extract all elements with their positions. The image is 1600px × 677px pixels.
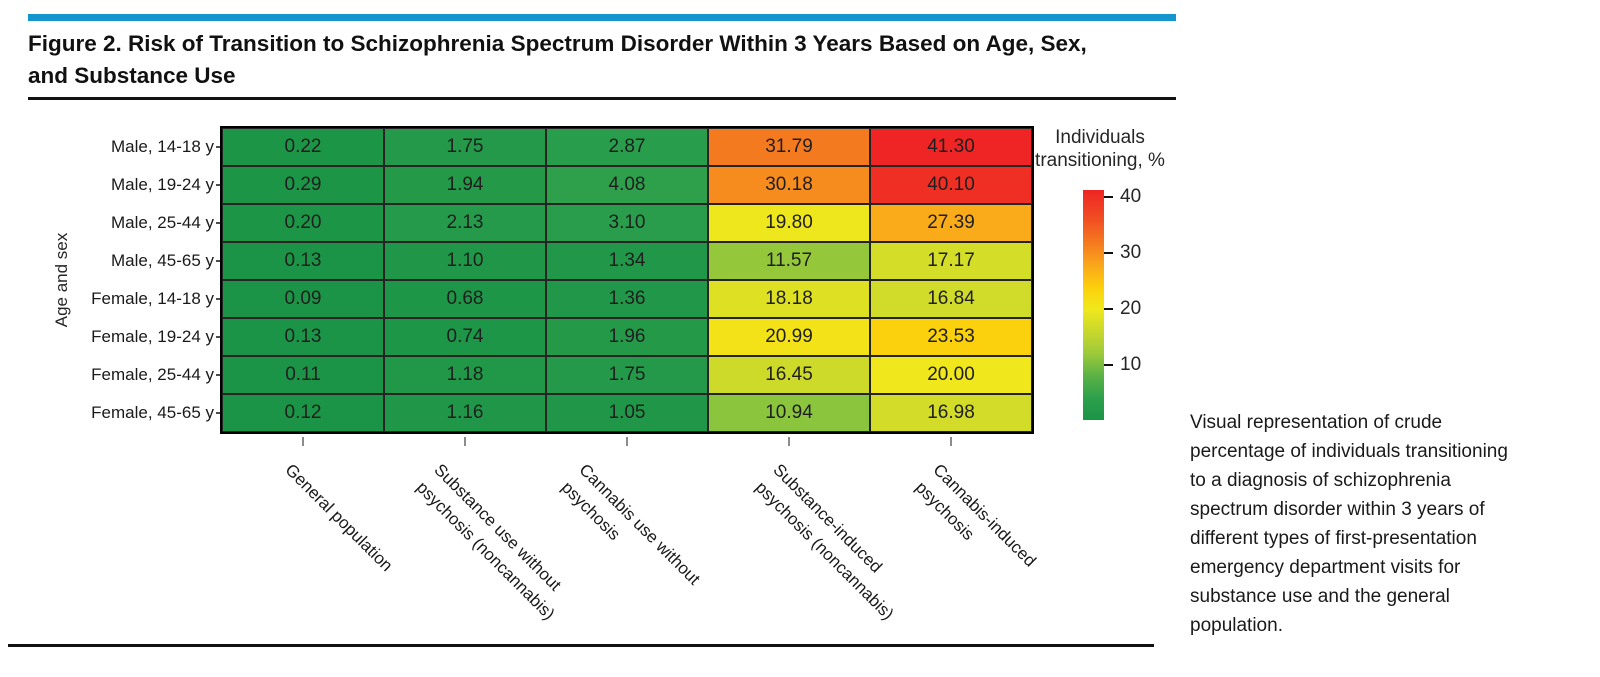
colorbar-tick (1104, 363, 1113, 366)
colorbar-title: Individuals transitioning, % (1020, 126, 1180, 172)
heatmap-cell: 19.80 (708, 204, 870, 242)
colorbar-tick (1104, 252, 1113, 255)
heatmap-cell: 1.75 (384, 128, 546, 166)
heatmap-cell: 1.10 (384, 242, 546, 280)
row-label: Male, 19-24 y (111, 175, 214, 194)
heatmap-cell: 16.84 (870, 280, 1032, 318)
heatmap-cell: 1.96 (546, 318, 708, 356)
figure-title: Figure 2. Risk of Transition to Schizoph… (28, 28, 1168, 92)
x-axis-tick (464, 437, 466, 446)
title-divider (28, 97, 1176, 100)
x-axis-tick (626, 437, 628, 446)
y-axis-tick (216, 374, 222, 376)
colorbar-tick-label: 30 (1120, 242, 1142, 264)
heatmap-cell: 0.13 (222, 242, 384, 280)
row-label: Male, 45-65 y (111, 251, 214, 270)
figure-title-line1: Figure 2. Risk of Transition to Schizoph… (28, 31, 1087, 56)
heatmap-cell: 31.79 (708, 128, 870, 166)
row-label: Female, 25-44 y (91, 365, 214, 384)
heatmap-cell: 0.12 (222, 394, 384, 432)
figure-caption: Visual representation of crude percentag… (1190, 412, 1508, 636)
figure-title-line2: and Substance Use (28, 63, 236, 88)
heatmap-cell: 18.18 (708, 280, 870, 318)
heatmap-cell: 20.99 (708, 318, 870, 356)
x-axis-tick (788, 437, 790, 446)
colorbar-title-line2: transitioning, % (1035, 150, 1165, 171)
heatmap-cell: 17.17 (870, 242, 1032, 280)
x-axis-tick (950, 437, 952, 446)
heatmap-cell: 30.18 (708, 166, 870, 204)
heatmap-cell: 27.39 (870, 204, 1032, 242)
column-label: Substance use without psychosis (noncanna… (411, 458, 579, 626)
colorbar-tick-label: 40 (1120, 186, 1142, 208)
y-axis-tick (216, 222, 222, 224)
y-axis-tick (216, 260, 222, 262)
y-axis-tick (216, 298, 222, 300)
heatmap-cell: 1.34 (546, 242, 708, 280)
heatmap-cell: 11.57 (708, 242, 870, 280)
heatmap-cell: 41.30 (870, 128, 1032, 166)
colorbar-tick (1104, 307, 1113, 310)
row-label: Female, 19-24 y (91, 327, 214, 346)
heatmap-cell: 16.45 (708, 356, 870, 394)
heatmap-cell: 0.20 (222, 204, 384, 242)
heatmap-cell: 0.29 (222, 166, 384, 204)
x-axis-tick (302, 437, 304, 446)
colorbar-tick-label: 10 (1120, 353, 1142, 375)
heatmap-cell: 1.75 (546, 356, 708, 394)
heatmap-cell: 0.68 (384, 280, 546, 318)
heatmap-cell: 10.94 (708, 394, 870, 432)
heatmap-cell: 4.08 (546, 166, 708, 204)
row-label: Female, 45-65 y (91, 403, 214, 422)
heatmap-cell: 3.10 (546, 204, 708, 242)
colorbar-tick-label: 20 (1120, 297, 1142, 319)
heatmap-cell: 0.11 (222, 356, 384, 394)
heatmap-cell: 0.74 (384, 318, 546, 356)
heatmap-cell: 16.98 (870, 394, 1032, 432)
heatmap-cell: 1.94 (384, 166, 546, 204)
column-label: Cannabis use without psychosis (556, 458, 706, 608)
y-axis-tick (216, 146, 222, 148)
column-label: Substance-induced psychosis (noncannabis) (750, 458, 918, 626)
heatmap-cell: 1.18 (384, 356, 546, 394)
accent-bar (28, 14, 1176, 21)
row-label: Male, 25-44 y (111, 213, 214, 232)
column-label: Cannabis-induced psychosis (910, 458, 1042, 590)
column-label: General population (279, 458, 398, 577)
heatmap-cell: 2.87 (546, 128, 708, 166)
heatmap-cell: 23.53 (870, 318, 1032, 356)
heatmap-cell: 1.36 (546, 280, 708, 318)
y-axis-tick (216, 412, 222, 414)
heatmap-cell: 0.22 (222, 128, 384, 166)
y-axis-tick (216, 336, 222, 338)
colorbar-tick (1104, 196, 1113, 199)
heatmap-cell: 20.00 (870, 356, 1032, 394)
heatmap-cell: 0.13 (222, 318, 384, 356)
row-label: Male, 14-18 y (111, 137, 214, 156)
colorbar-area: 40 30 20 10 (1083, 186, 1173, 420)
heatmap-cell: 0.09 (222, 280, 384, 318)
colorbar-gradient (1083, 190, 1104, 420)
column-label-line: General population (281, 460, 397, 576)
colorbar-title-line1: Individuals (1055, 127, 1145, 148)
row-label: Female, 14-18 y (91, 289, 214, 308)
heatmap-grid: 0.22 1.75 2.87 31.79 41.30 0.29 1.94 4.08 30.18 4… (220, 126, 1034, 434)
heatmap-cell: 1.05 (546, 394, 708, 432)
heatmap-cell: 2.13 (384, 204, 546, 242)
bottom-divider (8, 644, 1154, 647)
y-axis-tick (216, 184, 222, 186)
heatmap-cell: 1.16 (384, 394, 546, 432)
heatmap-cell: 40.10 (870, 166, 1032, 204)
